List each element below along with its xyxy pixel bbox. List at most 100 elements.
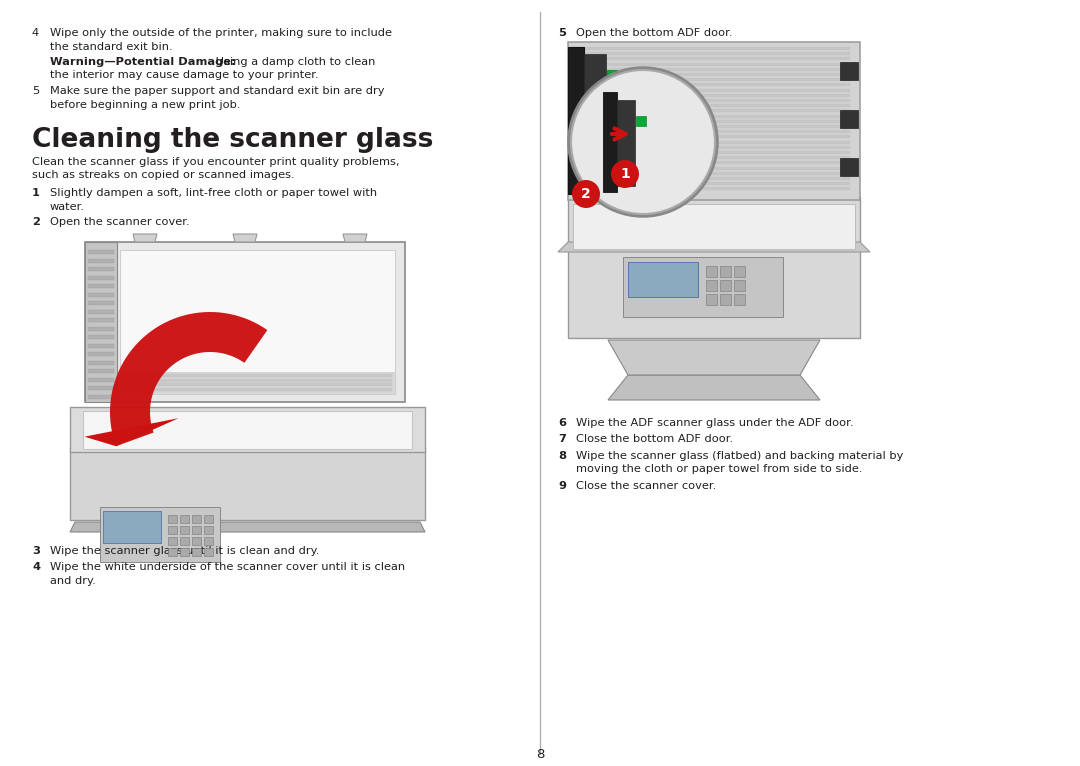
Polygon shape bbox=[558, 242, 870, 252]
Text: 8: 8 bbox=[536, 748, 544, 761]
Polygon shape bbox=[123, 378, 392, 381]
Polygon shape bbox=[583, 99, 850, 102]
Bar bbox=[734, 266, 745, 277]
Text: 2: 2 bbox=[32, 217, 40, 227]
Text: water.: water. bbox=[50, 201, 85, 211]
Polygon shape bbox=[87, 250, 114, 254]
Text: 1: 1 bbox=[32, 188, 40, 198]
Polygon shape bbox=[583, 162, 850, 165]
Bar bbox=[180, 515, 189, 523]
Polygon shape bbox=[83, 411, 411, 449]
Polygon shape bbox=[87, 335, 114, 339]
Text: Wipe the white underside of the scanner cover until it is clean: Wipe the white underside of the scanner … bbox=[50, 562, 405, 572]
Polygon shape bbox=[583, 52, 850, 55]
Text: 4: 4 bbox=[32, 28, 39, 38]
Polygon shape bbox=[87, 343, 114, 348]
Text: such as streaks on copied or scanned images.: such as streaks on copied or scanned ima… bbox=[32, 171, 295, 181]
Bar bbox=[204, 537, 213, 545]
Bar bbox=[706, 280, 717, 291]
Polygon shape bbox=[583, 104, 850, 107]
Polygon shape bbox=[123, 388, 392, 391]
Polygon shape bbox=[603, 92, 617, 192]
Polygon shape bbox=[583, 188, 850, 191]
Polygon shape bbox=[608, 375, 820, 400]
Polygon shape bbox=[584, 54, 606, 190]
Polygon shape bbox=[568, 47, 584, 194]
Bar bbox=[168, 515, 177, 523]
Polygon shape bbox=[70, 407, 426, 452]
Polygon shape bbox=[110, 312, 268, 447]
Text: the standard exit bin.: the standard exit bin. bbox=[50, 41, 173, 51]
Polygon shape bbox=[233, 234, 257, 242]
Polygon shape bbox=[583, 172, 850, 175]
Polygon shape bbox=[583, 151, 850, 154]
Polygon shape bbox=[840, 158, 858, 176]
Polygon shape bbox=[87, 284, 114, 288]
Polygon shape bbox=[583, 146, 850, 149]
Polygon shape bbox=[583, 125, 850, 128]
Polygon shape bbox=[583, 119, 850, 123]
Polygon shape bbox=[583, 166, 850, 169]
Text: Wipe the scanner glass until it is clean and dry.: Wipe the scanner glass until it is clean… bbox=[50, 546, 320, 556]
Text: Make sure the paper support and standard exit bin are dry: Make sure the paper support and standard… bbox=[50, 86, 384, 96]
Bar bbox=[204, 526, 213, 534]
Text: 5: 5 bbox=[32, 86, 39, 96]
Bar bbox=[192, 537, 201, 545]
Polygon shape bbox=[840, 62, 858, 80]
Polygon shape bbox=[617, 100, 635, 186]
Bar bbox=[204, 548, 213, 556]
Text: Using a damp cloth to clean: Using a damp cloth to clean bbox=[212, 57, 376, 67]
Polygon shape bbox=[87, 369, 114, 373]
Polygon shape bbox=[583, 177, 850, 180]
Polygon shape bbox=[85, 242, 117, 402]
Bar bbox=[180, 526, 189, 534]
Polygon shape bbox=[583, 182, 850, 185]
Polygon shape bbox=[583, 110, 850, 113]
Polygon shape bbox=[583, 93, 850, 97]
Text: Warning—Potential Damage:: Warning—Potential Damage: bbox=[50, 57, 235, 67]
Text: 8: 8 bbox=[558, 451, 566, 461]
Text: Wipe the ADF scanner glass under the ADF door.: Wipe the ADF scanner glass under the ADF… bbox=[576, 418, 853, 428]
Bar bbox=[573, 204, 855, 249]
Bar bbox=[204, 515, 213, 523]
Polygon shape bbox=[123, 374, 392, 377]
Polygon shape bbox=[70, 522, 426, 532]
Bar bbox=[720, 266, 731, 277]
Text: 5: 5 bbox=[558, 28, 566, 38]
Bar bbox=[734, 294, 745, 305]
Polygon shape bbox=[568, 42, 860, 200]
Text: 3: 3 bbox=[32, 546, 40, 556]
Text: 7: 7 bbox=[558, 434, 566, 444]
Text: 4: 4 bbox=[32, 562, 40, 572]
Polygon shape bbox=[583, 83, 850, 87]
Bar bbox=[103, 511, 161, 543]
Polygon shape bbox=[87, 326, 114, 330]
Bar bbox=[607, 70, 617, 80]
Bar bbox=[100, 507, 220, 562]
Polygon shape bbox=[123, 383, 392, 386]
Polygon shape bbox=[584, 182, 616, 200]
Bar bbox=[720, 294, 731, 305]
Polygon shape bbox=[583, 57, 850, 61]
Polygon shape bbox=[70, 447, 426, 520]
Polygon shape bbox=[87, 318, 114, 322]
Bar bbox=[192, 548, 201, 556]
Text: 9: 9 bbox=[558, 481, 566, 491]
Bar bbox=[168, 526, 177, 534]
Polygon shape bbox=[583, 78, 850, 81]
Circle shape bbox=[569, 68, 717, 216]
Polygon shape bbox=[583, 136, 850, 139]
Polygon shape bbox=[87, 378, 114, 381]
Polygon shape bbox=[87, 352, 114, 356]
Polygon shape bbox=[583, 89, 850, 92]
Bar bbox=[636, 116, 646, 126]
Bar bbox=[627, 262, 698, 297]
Polygon shape bbox=[87, 276, 114, 280]
Bar bbox=[720, 280, 731, 291]
Bar bbox=[192, 515, 201, 523]
Polygon shape bbox=[583, 115, 850, 118]
Bar bbox=[734, 280, 745, 291]
Polygon shape bbox=[608, 340, 820, 375]
Polygon shape bbox=[583, 141, 850, 143]
Bar bbox=[168, 537, 177, 545]
